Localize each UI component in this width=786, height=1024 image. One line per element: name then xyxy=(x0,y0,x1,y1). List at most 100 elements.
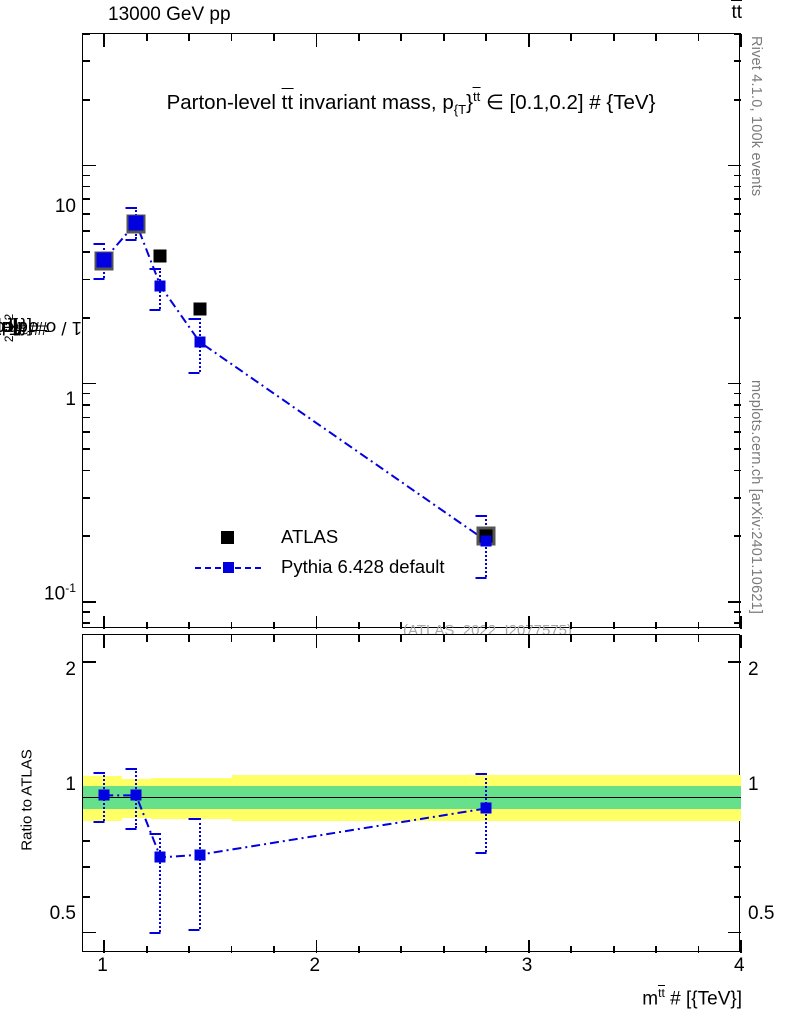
axis-tick xyxy=(740,635,742,648)
mc-error-cap xyxy=(125,206,137,209)
axis-tick xyxy=(485,622,488,629)
axis-tick xyxy=(83,403,90,406)
ratio-error-cap xyxy=(93,771,105,774)
ratio-plot-panel[interactable] xyxy=(82,634,742,953)
ratio-marker-pythia xyxy=(480,802,492,814)
axis-tick xyxy=(103,34,106,47)
axis-tick xyxy=(273,635,275,642)
axis-tick xyxy=(527,616,530,629)
axis-tick xyxy=(734,448,741,451)
axis-tick xyxy=(655,946,657,953)
ratio-marker-pythia xyxy=(194,849,206,861)
axis-tick xyxy=(734,251,741,254)
square-marker-icon xyxy=(223,562,234,573)
ratio-marker-pythia xyxy=(154,851,166,863)
ratio-error-cap xyxy=(125,827,137,830)
axis-tick xyxy=(697,622,700,629)
mc-error-cap xyxy=(93,277,105,280)
mc-marker-pythia xyxy=(154,280,166,292)
axis-tick xyxy=(734,60,741,63)
axis-tick xyxy=(358,622,360,629)
axis-tick xyxy=(188,622,191,629)
ratio-error-bar xyxy=(159,832,162,933)
axis-tick xyxy=(527,940,530,953)
axis-tick xyxy=(83,198,90,201)
axis-tick xyxy=(400,635,403,642)
ratio-error-cap xyxy=(475,852,487,855)
axis-tick xyxy=(230,34,233,41)
axis-tick xyxy=(734,469,741,472)
axis-tick xyxy=(83,931,96,934)
axis-tick xyxy=(612,622,615,629)
axis-tick xyxy=(734,431,741,433)
axis-tick xyxy=(734,198,741,201)
axis-tick xyxy=(83,60,90,63)
data-marker-atlas xyxy=(153,249,167,263)
axis-tick xyxy=(103,635,106,648)
axis-tick xyxy=(734,622,741,624)
axis-tick xyxy=(655,622,657,629)
axis-tick xyxy=(358,34,360,41)
mc-curve-main xyxy=(103,220,487,542)
axis-tick xyxy=(83,622,90,624)
axis-tick xyxy=(83,416,90,419)
mc-error-cap xyxy=(93,243,105,246)
main-ytick-1: 1 xyxy=(65,389,76,410)
axis-tick xyxy=(442,34,445,41)
axis-tick xyxy=(358,635,360,642)
axis-tick xyxy=(273,946,275,953)
ratio-ytick-0.5-left: 0.5 xyxy=(49,903,76,924)
ratio-error-cap xyxy=(149,932,161,935)
axis-tick xyxy=(570,946,573,953)
legend-item-atlas[interactable]: ATLAS xyxy=(193,522,445,552)
ratio-ytick-1-left: 1 xyxy=(65,774,76,795)
axis-tick xyxy=(734,392,741,395)
axis-tick xyxy=(728,164,741,167)
axis-tick xyxy=(83,610,90,613)
axis-tick xyxy=(612,635,615,642)
main-plot-panel[interactable]: Parton-level tt invariant mass, p{T} tt ∈… xyxy=(82,33,742,639)
axis-tick xyxy=(230,946,233,953)
axis-tick xyxy=(83,431,90,433)
axis-tick xyxy=(83,212,90,215)
axis-tick xyxy=(734,840,741,842)
legend-label-pythia: Pythia 6.428 default xyxy=(281,556,445,577)
axis-tick xyxy=(740,34,742,47)
axis-tick xyxy=(83,448,90,451)
axis-tick xyxy=(734,416,741,419)
axis-tick xyxy=(83,496,90,499)
axis-tick xyxy=(83,98,90,101)
legend-key-atlas xyxy=(193,524,271,550)
xtick-2: 2 xyxy=(309,955,321,976)
mc-error-cap xyxy=(188,371,200,374)
axis-tick xyxy=(734,33,741,35)
axis-tick xyxy=(734,278,741,281)
axis-tick xyxy=(188,635,191,642)
mc-error-cap xyxy=(188,317,200,320)
axis-tick xyxy=(655,635,657,642)
axis-tick xyxy=(728,931,741,934)
axis-tick xyxy=(740,940,742,953)
main-ytick-10: 10 xyxy=(54,196,76,217)
axis-tick xyxy=(83,230,90,232)
plot-title: Parton-level tt invariant mass, p{T} tt ∈… xyxy=(166,87,656,117)
mc-error-cap xyxy=(475,576,487,579)
axis-tick xyxy=(83,174,90,177)
axis-tick xyxy=(697,34,700,41)
axis-tick xyxy=(83,896,90,898)
axis-tick xyxy=(697,635,700,642)
axis-tick xyxy=(230,622,233,629)
axis-tick xyxy=(527,34,530,47)
axis-tick xyxy=(188,34,191,41)
axis-tick xyxy=(570,622,573,629)
legend-item-pythia[interactable]: Pythia 6.428 default xyxy=(193,552,445,582)
axis-tick xyxy=(734,535,741,537)
axis-tick xyxy=(442,946,445,953)
axis-tick xyxy=(83,317,90,319)
axis-tick xyxy=(145,946,148,953)
axis-tick xyxy=(527,635,530,648)
axis-tick xyxy=(612,946,615,953)
ratio-error-cap xyxy=(188,817,200,820)
axis-tick xyxy=(145,34,148,41)
